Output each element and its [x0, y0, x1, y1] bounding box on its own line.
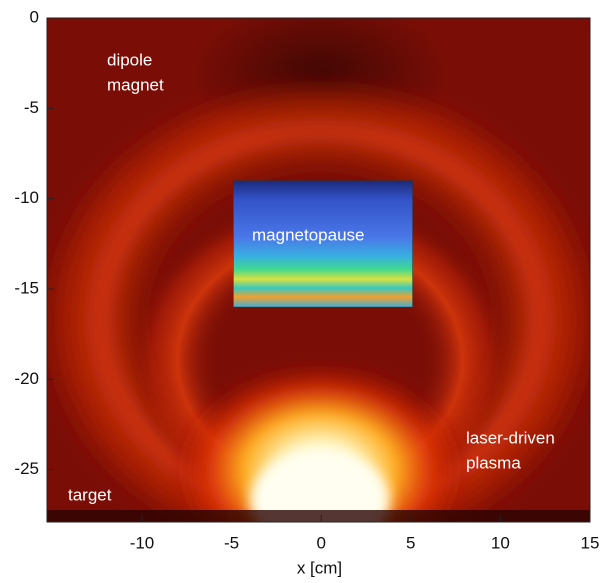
annotation: target: [68, 485, 112, 504]
x-axis-label: x [cm]: [297, 558, 342, 577]
inset-image: [233, 180, 413, 308]
x-tick-label: 0: [316, 533, 325, 552]
annotation: plasma: [466, 453, 521, 472]
axes: [46, 17, 591, 523]
x-tick-label: -5: [224, 533, 239, 552]
x-tick-label: 15: [581, 533, 600, 552]
annotation: magnet: [107, 75, 164, 94]
y-tick-label: -20: [14, 369, 39, 388]
annotation: magnetopause: [252, 225, 364, 244]
annotation: laser-driven: [466, 428, 555, 447]
y-tick-label: -5: [24, 98, 39, 117]
y-tick-label: -10: [14, 188, 39, 207]
x-tick-label: 5: [406, 533, 415, 552]
x-tick-label: -10: [130, 533, 155, 552]
x-tick-label: 10: [491, 533, 510, 552]
y-tick-label: 0: [30, 7, 39, 26]
y-tick-label: -25: [14, 459, 39, 478]
annotation: dipole: [107, 50, 152, 69]
y-tick-label: -15: [14, 278, 39, 297]
image: [47, 18, 590, 522]
